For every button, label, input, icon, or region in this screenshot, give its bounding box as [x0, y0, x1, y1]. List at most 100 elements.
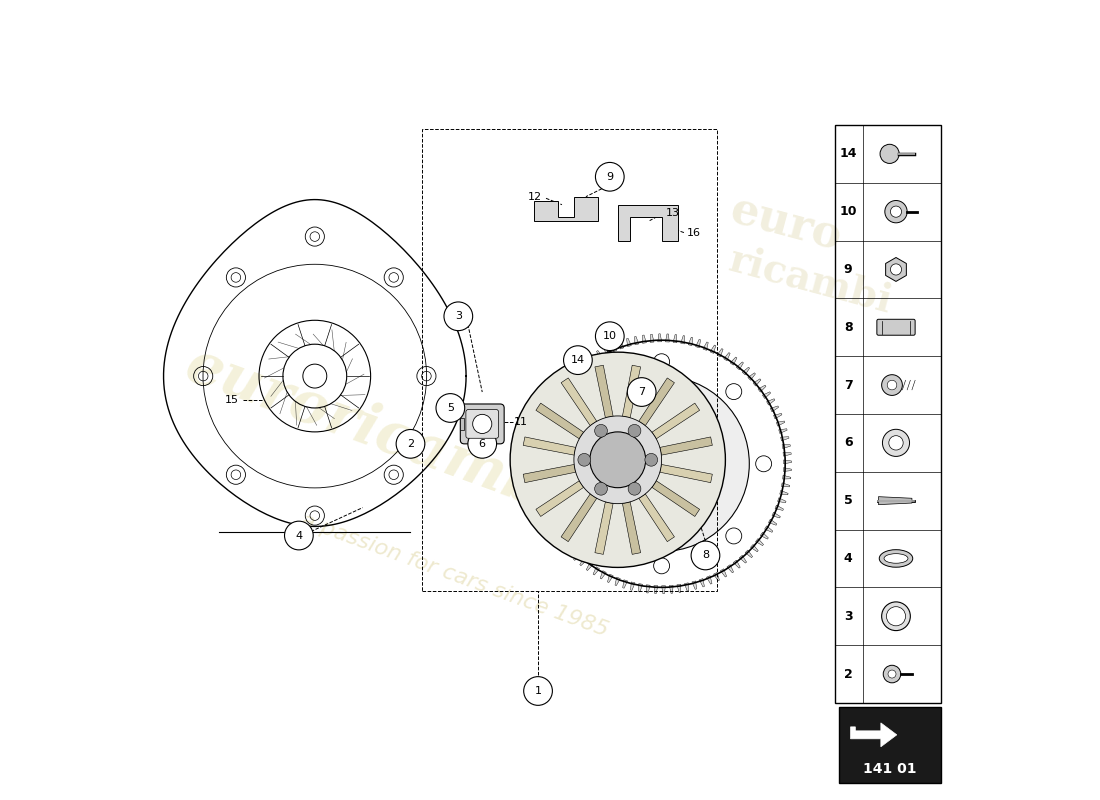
- Polygon shape: [783, 452, 791, 456]
- Polygon shape: [783, 460, 792, 464]
- Polygon shape: [552, 529, 561, 536]
- Polygon shape: [684, 583, 689, 591]
- Polygon shape: [727, 565, 734, 573]
- Polygon shape: [638, 583, 642, 592]
- Polygon shape: [535, 197, 597, 221]
- Text: 6: 6: [478, 439, 486, 449]
- Polygon shape: [615, 577, 620, 586]
- Circle shape: [524, 677, 552, 706]
- Text: 5: 5: [844, 494, 852, 507]
- Polygon shape: [681, 336, 684, 344]
- Circle shape: [756, 456, 771, 472]
- Circle shape: [880, 144, 899, 163]
- Circle shape: [884, 201, 908, 223]
- Circle shape: [595, 482, 607, 495]
- Text: 10: 10: [839, 205, 857, 218]
- Polygon shape: [758, 385, 766, 392]
- Polygon shape: [742, 367, 749, 375]
- Ellipse shape: [884, 554, 908, 563]
- Polygon shape: [647, 585, 650, 593]
- Bar: [835, 125, 940, 703]
- Circle shape: [510, 352, 725, 567]
- Polygon shape: [711, 345, 716, 354]
- Text: 3: 3: [844, 610, 852, 622]
- Polygon shape: [661, 586, 666, 594]
- Polygon shape: [642, 335, 647, 343]
- Polygon shape: [730, 357, 737, 365]
- Text: 2: 2: [407, 439, 414, 449]
- Polygon shape: [781, 483, 790, 487]
- Polygon shape: [535, 486, 542, 491]
- Circle shape: [590, 432, 646, 488]
- Polygon shape: [541, 509, 550, 514]
- Circle shape: [473, 414, 492, 434]
- Polygon shape: [573, 553, 581, 560]
- Polygon shape: [700, 578, 704, 587]
- Polygon shape: [689, 338, 693, 346]
- Circle shape: [563, 346, 592, 374]
- Polygon shape: [549, 522, 557, 529]
- Polygon shape: [714, 573, 719, 581]
- Polygon shape: [623, 580, 628, 588]
- Text: 5: 5: [447, 403, 454, 413]
- Circle shape: [726, 384, 741, 399]
- Polygon shape: [571, 370, 579, 378]
- Text: 9: 9: [606, 172, 614, 182]
- Polygon shape: [748, 373, 756, 380]
- Polygon shape: [886, 258, 906, 282]
- Circle shape: [653, 558, 670, 574]
- Polygon shape: [623, 366, 640, 418]
- Circle shape: [574, 376, 749, 551]
- Polygon shape: [717, 349, 723, 357]
- Polygon shape: [703, 342, 708, 350]
- Circle shape: [444, 302, 473, 330]
- Polygon shape: [531, 456, 540, 460]
- Polygon shape: [781, 437, 789, 441]
- Polygon shape: [720, 569, 727, 577]
- Polygon shape: [536, 481, 584, 517]
- Text: 15: 15: [226, 395, 239, 405]
- Text: ricambi: ricambi: [725, 240, 896, 321]
- Polygon shape: [627, 338, 631, 346]
- Polygon shape: [695, 339, 701, 348]
- Polygon shape: [580, 558, 587, 566]
- Polygon shape: [850, 723, 896, 746]
- Polygon shape: [760, 532, 769, 539]
- Bar: [460, 418, 464, 430]
- Polygon shape: [676, 584, 681, 593]
- Text: 7: 7: [844, 378, 852, 391]
- Ellipse shape: [879, 550, 913, 567]
- Circle shape: [285, 521, 314, 550]
- Polygon shape: [777, 421, 784, 426]
- Circle shape: [582, 384, 597, 399]
- Polygon shape: [778, 498, 786, 502]
- Polygon shape: [754, 379, 761, 386]
- Polygon shape: [639, 494, 674, 542]
- FancyBboxPatch shape: [466, 410, 498, 438]
- Polygon shape: [562, 542, 570, 549]
- Polygon shape: [531, 464, 540, 468]
- Polygon shape: [692, 581, 696, 590]
- Polygon shape: [652, 481, 700, 517]
- FancyBboxPatch shape: [877, 319, 915, 335]
- Polygon shape: [593, 566, 600, 575]
- Polygon shape: [654, 586, 658, 594]
- Polygon shape: [612, 343, 617, 352]
- Text: a passion for cars since 1985: a passion for cars since 1985: [298, 510, 610, 641]
- Polygon shape: [658, 334, 661, 342]
- Polygon shape: [524, 437, 575, 455]
- Polygon shape: [595, 366, 613, 418]
- Circle shape: [595, 162, 624, 191]
- Text: 13: 13: [666, 208, 680, 218]
- Polygon shape: [561, 378, 597, 426]
- Polygon shape: [739, 555, 747, 563]
- Polygon shape: [762, 392, 771, 398]
- Text: 4: 4: [844, 552, 852, 565]
- Polygon shape: [660, 437, 713, 455]
- Polygon shape: [780, 490, 788, 495]
- Polygon shape: [532, 449, 540, 452]
- Circle shape: [628, 482, 641, 495]
- Polygon shape: [776, 505, 783, 510]
- Polygon shape: [879, 497, 912, 505]
- Text: 8: 8: [844, 321, 852, 334]
